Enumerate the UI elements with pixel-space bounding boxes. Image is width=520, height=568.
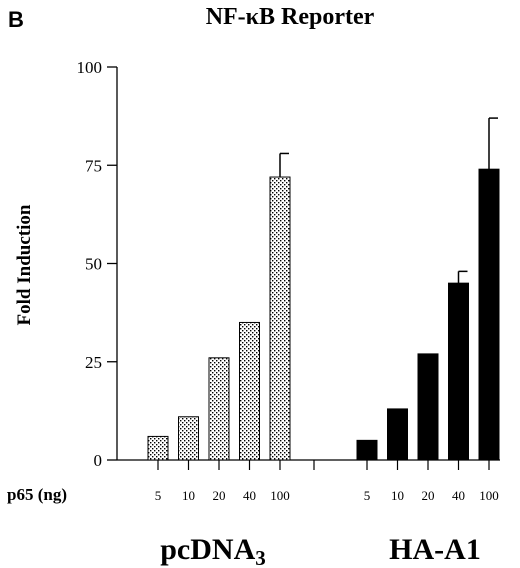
- group-label-ha-a1: HA-A1: [389, 533, 481, 566]
- bar-pcdna3-40: [239, 321, 260, 461]
- y-tick-label: 75: [85, 156, 102, 175]
- y-tick-label: 0: [94, 451, 103, 470]
- bar-ha-a1-100: [478, 168, 500, 461]
- x-tick-label: 40: [243, 488, 256, 503]
- x-axis-label: p65 (ng): [7, 485, 67, 504]
- group-label-pcdna3: pcDNA3: [160, 533, 266, 568]
- x-tick-label: 5: [155, 488, 162, 503]
- y-axis-label: Fold Induction: [14, 204, 35, 325]
- bar-pcdna3-20: [208, 357, 230, 461]
- chart-title: NF-κB Reporter: [206, 4, 375, 30]
- x-tick-label: 10: [182, 488, 195, 503]
- bar-pcdna3-10: [178, 416, 199, 461]
- group-label-pcdna3-main: pcDNA: [160, 533, 255, 566]
- panel-letter: B: [8, 7, 24, 32]
- bar-ha-a1-20: [417, 353, 439, 461]
- bars: [147, 117, 500, 461]
- x-tick-label: 100: [270, 488, 290, 503]
- y-tick-label: 100: [77, 58, 103, 77]
- bar-ha-a1-10: [387, 408, 408, 461]
- x-tick-label: 100: [479, 488, 499, 503]
- y-tick-label: 50: [85, 255, 102, 274]
- group-label-pcdna3-sub: 3: [255, 546, 266, 568]
- x-tick-label: 10: [391, 488, 404, 503]
- x-tick-label: 40: [452, 488, 465, 503]
- x-tick-label: 5: [364, 488, 371, 503]
- bar-ha-a1-5: [356, 439, 378, 461]
- x-ticks: 5 10 20 40 100 5 10 20 40 100: [155, 460, 499, 503]
- bar-pcdna3-100: [269, 176, 291, 461]
- bar-ha-a1-40: [448, 282, 469, 461]
- y-ticks: 0 25 50 75 100: [77, 58, 117, 470]
- x-tick-label: 20: [422, 488, 435, 503]
- x-tick-label: 20: [213, 488, 226, 503]
- bar-pcdna3-5: [147, 435, 169, 461]
- y-tick-label: 25: [85, 353, 102, 372]
